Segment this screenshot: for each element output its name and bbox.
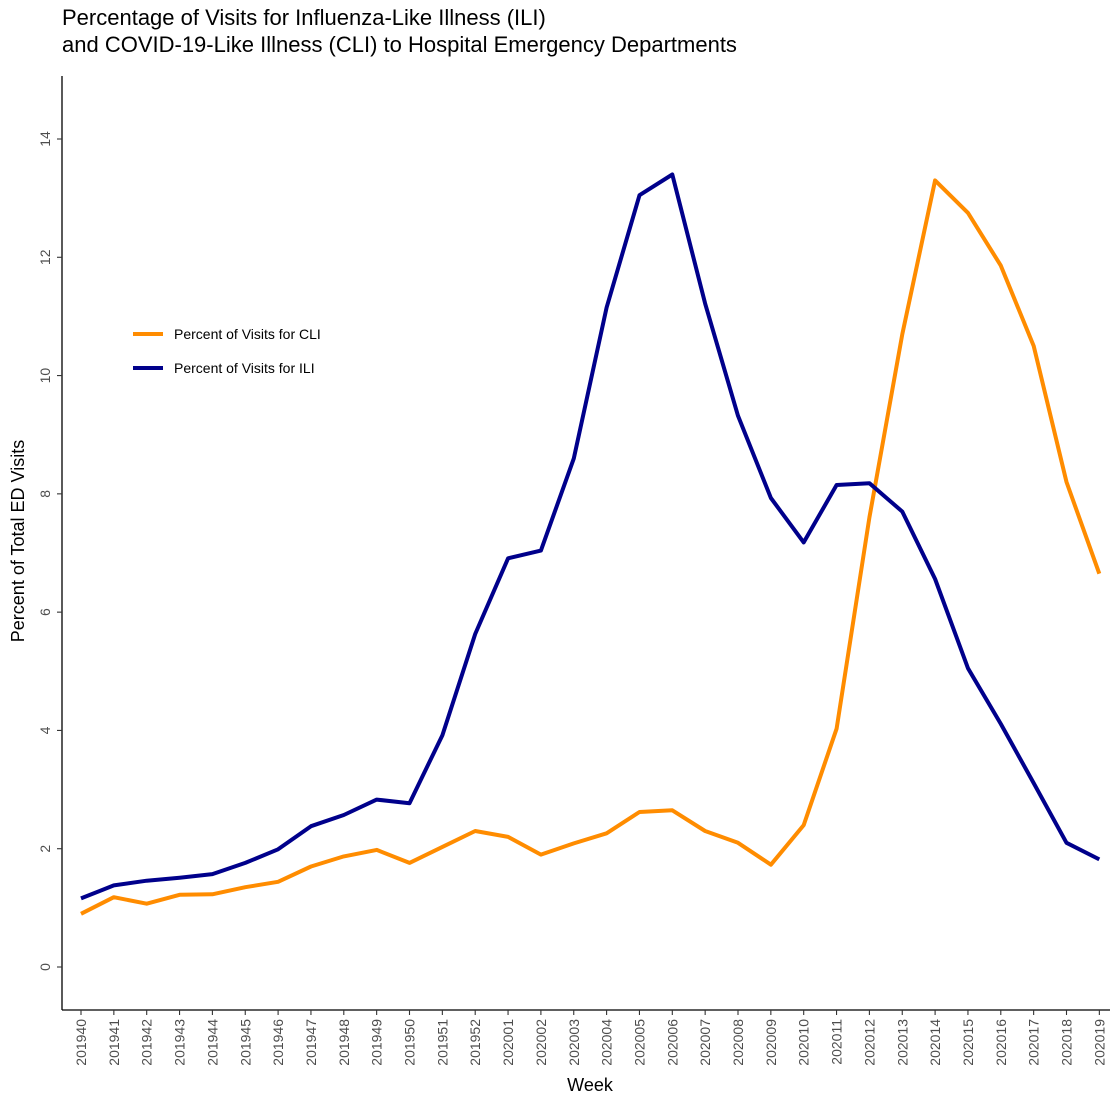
x-axis-title: Week [567,1075,614,1095]
legend: Percent of Visits for CLI Percent of Visi… [133,326,321,376]
y-tick-label: 2 [37,845,53,853]
x-tick-label: 201940 [73,1019,89,1066]
x-tick-label: 201944 [204,1019,220,1066]
y-axis-ticks: 0 2 4 6 8 10 12 14 [37,131,62,971]
y-axis-title: Percent of Total ED Visits [8,440,28,642]
x-tick-label: 201950 [402,1019,418,1066]
x-tick-label: 201943 [172,1019,188,1066]
y-tick-label: 4 [37,726,53,734]
x-tick-label: 202010 [796,1019,812,1066]
x-tick-label: 202016 [993,1019,1009,1066]
y-tick-label: 0 [37,963,53,971]
chart-title-line-2: and COVID-19-Like Illness (CLI) to Hospi… [62,32,737,57]
series-lines [80,172,1102,916]
chart-title-line-1: Percentage of Visits for Influenza-Like … [62,5,546,30]
x-tick-label: 202004 [599,1019,615,1066]
series-line-cli [80,178,1102,916]
x-tick-label: 202005 [631,1019,647,1066]
x-axis-ticks: 201940 201941 201942 201943 201944 201945 2019… [73,1010,1107,1066]
x-tick-label: 202012 [861,1019,877,1066]
series-line-ili [80,172,1101,901]
x-tick-label: 202008 [730,1019,746,1066]
x-tick-label: 201945 [237,1019,253,1066]
x-tick-label: 202003 [566,1019,582,1066]
x-tick-label: 201947 [303,1019,319,1066]
y-tick-label: 14 [37,131,53,147]
x-tick-label: 202015 [960,1019,976,1066]
legend-label: Percent of Visits for CLI [174,326,321,342]
x-tick-label: 201941 [106,1019,122,1066]
x-tick-label: 202014 [927,1019,943,1066]
x-tick-label: 202009 [763,1019,779,1066]
x-tick-label: 201942 [139,1019,155,1066]
x-tick-label: 202011 [829,1019,845,1065]
x-tick-label: 201951 [434,1019,450,1066]
x-tick-label: 202002 [533,1019,549,1066]
y-tick-label: 6 [37,608,53,616]
x-tick-label: 202001 [500,1019,516,1066]
x-tick-label: 201946 [270,1019,286,1066]
x-tick-label: 202018 [1059,1019,1075,1066]
legend-label: Percent of Visits for ILI [174,360,315,376]
x-tick-label: 201948 [336,1019,352,1066]
x-tick-label: 201949 [369,1019,385,1066]
y-tick-label: 10 [37,368,53,384]
x-tick-label: 202013 [894,1019,910,1066]
y-tick-label: 12 [37,249,53,265]
x-tick-label: 202006 [664,1019,680,1066]
x-tick-label: 202007 [697,1019,713,1066]
x-tick-label: 201952 [467,1019,483,1066]
chart-title: Percentage of Visits for Influenza-Like … [62,4,737,58]
y-tick-label: 8 [37,490,53,498]
x-tick-label: 202017 [1026,1019,1042,1066]
x-tick-label: 202019 [1091,1019,1107,1066]
